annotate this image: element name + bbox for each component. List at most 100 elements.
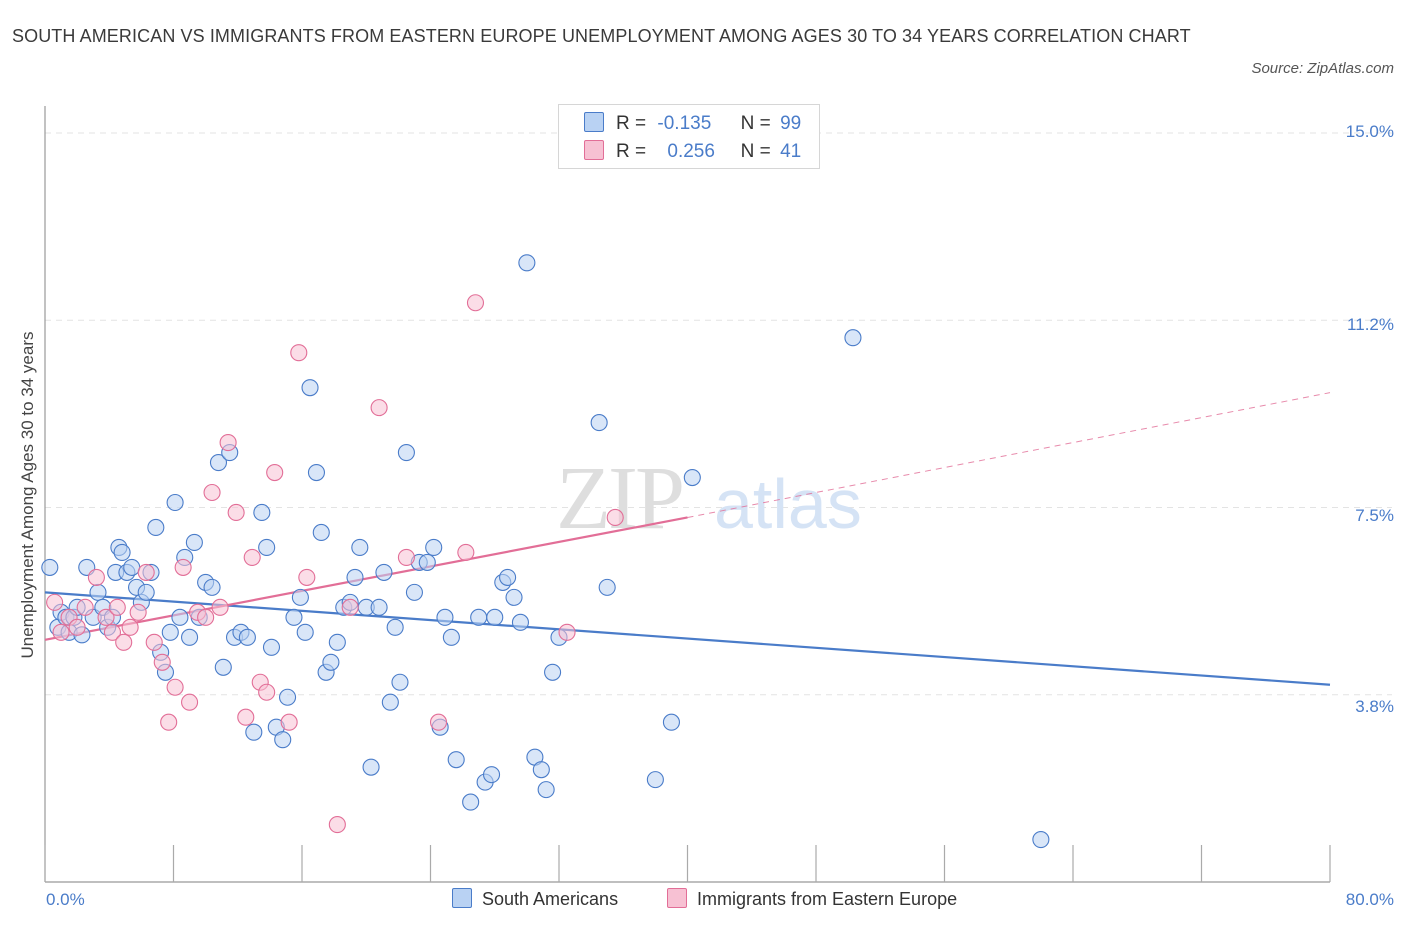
data-point-eastern-europe bbox=[145, 633, 163, 651]
trend-line-eastern-europe bbox=[44, 516, 688, 641]
data-point-eastern-europe bbox=[243, 548, 261, 566]
data-point-eastern-europe bbox=[219, 434, 237, 452]
legend-item-south-americans: South Americans bbox=[452, 888, 618, 910]
data-point-eastern-europe bbox=[160, 713, 178, 731]
data-point-eastern-europe bbox=[606, 508, 624, 527]
data-point-eastern-europe bbox=[227, 503, 245, 522]
data-point-eastern-europe bbox=[129, 603, 147, 621]
legend-swatch-blue bbox=[584, 112, 604, 132]
data-point-eastern-europe bbox=[115, 633, 133, 651]
data-point-south-americans bbox=[89, 583, 107, 601]
data-point-south-americans bbox=[296, 623, 314, 641]
data-point-eastern-europe bbox=[153, 653, 171, 671]
data-point-south-americans bbox=[499, 568, 517, 586]
data-point-south-americans bbox=[590, 414, 608, 432]
data-point-eastern-europe bbox=[211, 598, 229, 616]
data-point-eastern-europe bbox=[103, 623, 122, 641]
data-point-eastern-europe bbox=[266, 463, 284, 482]
data-point-south-americans bbox=[41, 558, 59, 576]
data-point-south-americans bbox=[391, 673, 409, 691]
data-point-south-americans bbox=[262, 638, 281, 656]
data-point-south-americans bbox=[447, 751, 465, 769]
data-point-south-americans bbox=[203, 578, 221, 596]
legend-label: Immigrants from Eastern Europe bbox=[697, 889, 958, 909]
source-label: Source: ZipAtlas.com bbox=[1251, 60, 1394, 77]
data-point-eastern-europe bbox=[197, 608, 215, 626]
data-point-eastern-europe bbox=[76, 598, 94, 616]
data-point-south-americans bbox=[683, 468, 701, 487]
data-point-eastern-europe bbox=[370, 399, 388, 417]
data-point-south-americans bbox=[532, 761, 550, 779]
data-point-eastern-europe bbox=[181, 693, 199, 711]
stats-legend: R = -0.135 N = 99 R = 0.256 N = 41 bbox=[558, 104, 820, 169]
data-point-south-americans bbox=[322, 653, 340, 671]
data-point-south-americans bbox=[346, 568, 364, 586]
data-point-south-americans bbox=[1032, 831, 1050, 849]
data-point-south-americans bbox=[253, 503, 271, 522]
data-point-south-americans bbox=[462, 793, 480, 811]
n-label: N = bbox=[740, 113, 771, 134]
data-point-south-americans bbox=[370, 598, 388, 616]
data-point-eastern-europe bbox=[328, 816, 346, 834]
data-point-south-americans bbox=[505, 588, 523, 606]
data-point-eastern-europe bbox=[97, 608, 115, 626]
n-label: N = bbox=[740, 141, 771, 162]
r-label: R = bbox=[616, 113, 647, 134]
data-point-south-americans bbox=[181, 628, 199, 646]
stats-row-south-americans: R = -0.135 N = 99 bbox=[584, 110, 801, 138]
data-point-eastern-europe bbox=[280, 713, 298, 731]
data-point-south-americans bbox=[405, 583, 423, 601]
data-point-south-americans bbox=[113, 543, 131, 561]
data-point-south-americans bbox=[362, 758, 380, 776]
data-point-eastern-europe bbox=[558, 623, 576, 641]
r-value: -0.135 bbox=[657, 113, 712, 134]
x-tick-label: 0.0% bbox=[46, 890, 85, 909]
watermark-atlas: atlas bbox=[714, 465, 862, 543]
data-point-south-americans bbox=[328, 633, 346, 651]
legend-item-eastern-europe: Immigrants from Eastern Europe bbox=[667, 888, 957, 910]
data-point-eastern-europe bbox=[429, 713, 448, 731]
data-point-south-americans bbox=[214, 658, 232, 676]
data-point-south-americans bbox=[511, 613, 530, 631]
data-point-south-americans bbox=[312, 523, 330, 542]
data-point-eastern-europe bbox=[121, 618, 139, 636]
legend-label: South Americans bbox=[482, 889, 619, 909]
data-point-eastern-europe bbox=[466, 294, 485, 312]
data-point-south-americans bbox=[307, 463, 326, 482]
data-point-south-americans bbox=[161, 623, 179, 641]
n-value: 99 bbox=[780, 113, 802, 134]
data-point-south-americans bbox=[844, 329, 862, 347]
data-point-eastern-europe bbox=[137, 563, 155, 581]
r-value: 0.256 bbox=[667, 141, 715, 162]
data-point-eastern-europe bbox=[203, 483, 221, 502]
data-point-south-americans bbox=[598, 578, 616, 596]
data-point-south-americans bbox=[147, 518, 165, 537]
data-point-south-americans bbox=[425, 538, 443, 556]
r-label: R = bbox=[616, 141, 647, 162]
series-eastern-europe bbox=[46, 294, 624, 834]
data-point-south-americans bbox=[386, 618, 404, 636]
data-point-south-americans bbox=[544, 663, 562, 681]
data-point-south-americans bbox=[245, 723, 263, 741]
data-point-eastern-europe bbox=[341, 598, 359, 616]
data-point-south-americans bbox=[397, 444, 415, 462]
data-point-south-americans bbox=[166, 493, 184, 512]
data-point-south-americans bbox=[418, 553, 436, 571]
data-point-south-americans bbox=[442, 628, 460, 646]
data-point-eastern-europe bbox=[397, 548, 415, 566]
data-point-south-americans bbox=[470, 608, 488, 626]
data-point-eastern-europe bbox=[68, 618, 86, 636]
y-axis-label: Unemployment Among Ages 30 to 34 years bbox=[18, 331, 37, 659]
data-point-south-americans bbox=[291, 588, 309, 606]
trend-line-south-americans bbox=[44, 591, 1331, 686]
legend-swatch-blue bbox=[452, 888, 472, 908]
data-point-eastern-europe bbox=[46, 593, 64, 611]
data-point-eastern-europe bbox=[174, 558, 192, 576]
n-value: 41 bbox=[780, 141, 802, 162]
data-point-south-americans bbox=[278, 688, 297, 706]
watermark-zip: ZIP bbox=[556, 449, 682, 548]
data-point-south-americans bbox=[185, 533, 203, 551]
data-point-eastern-europe bbox=[290, 344, 308, 362]
data-point-south-americans bbox=[662, 713, 680, 731]
